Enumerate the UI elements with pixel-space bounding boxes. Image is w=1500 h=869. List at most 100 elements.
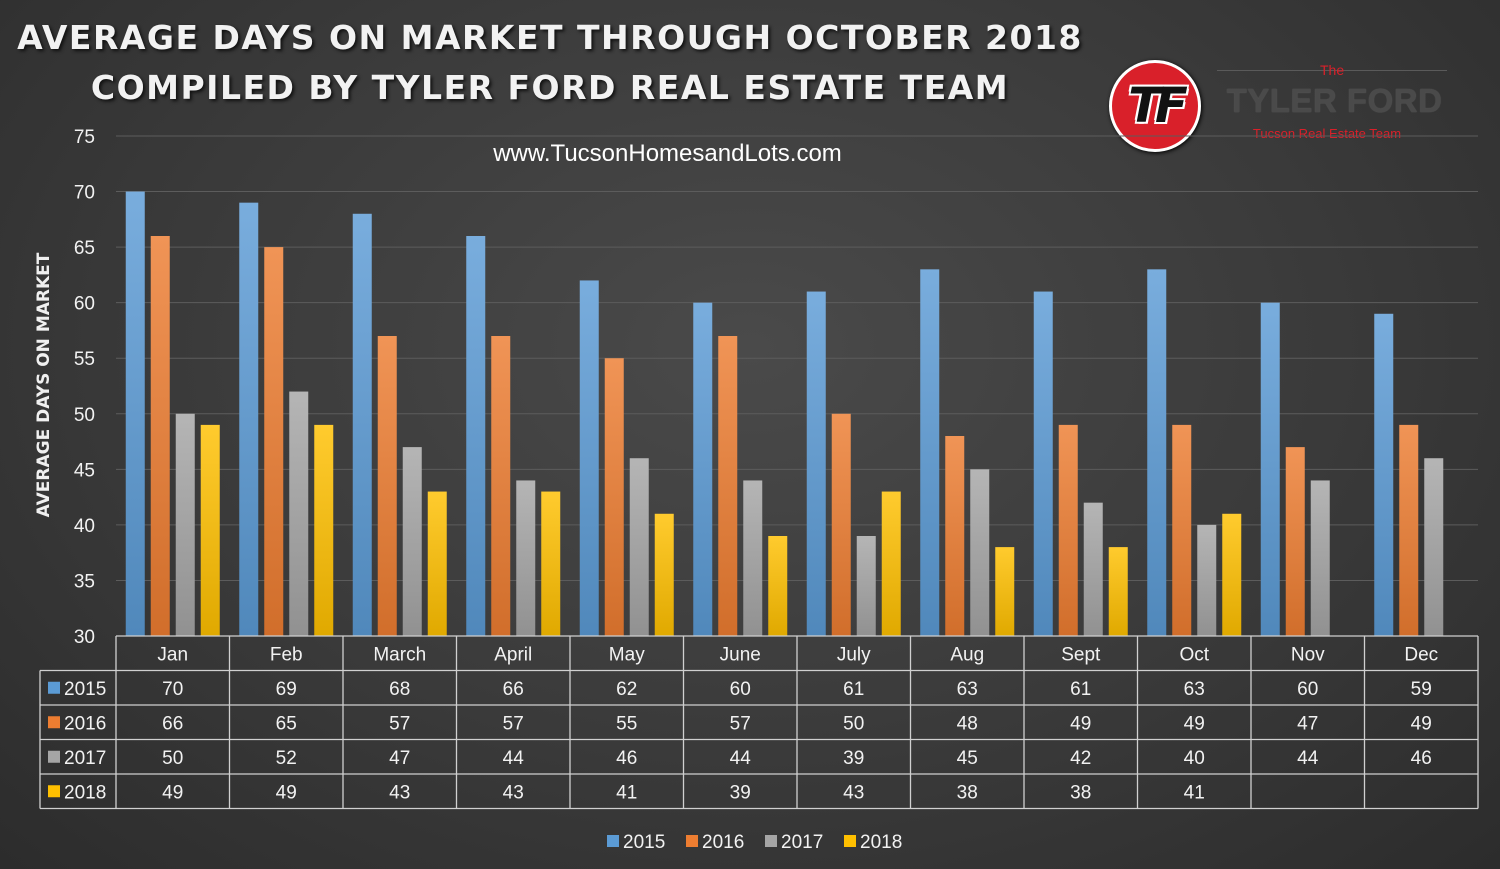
bar-2016-march [377,336,397,636]
bar-2015-july [806,291,826,636]
bar-2017-may [629,458,649,636]
bar-2017-june [743,480,763,636]
table-series-label: 2018 [64,782,106,803]
table-cell: 39 [843,748,864,769]
legend-label: 2017 [781,832,823,853]
bar-2017-march [402,447,422,636]
logo-circle [1109,60,1201,152]
table-cell: 44 [730,748,752,769]
y-tick-label: 45 [74,460,95,481]
table-series-swatch [48,716,60,729]
y-tick-label: 30 [74,627,95,648]
x-tick-label: Sept [1061,644,1101,665]
bar-2015-march [352,213,372,636]
bar-2018-oct [1222,513,1242,636]
table-cell: 70 [162,679,183,700]
legend-swatch [607,835,619,847]
chart-title-line1: AVERAGE DAYS ON MARKET THROUGH OCTOBER 2… [17,18,1083,57]
y-tick-label: 75 [74,127,95,148]
table-cell: 45 [957,748,978,769]
x-tick-label: Feb [270,644,303,665]
bar-2017-jan [175,413,195,636]
logo-divider [1217,70,1447,71]
y-tick-label: 60 [74,294,95,315]
y-axis-ticks: 30 35 40 45 50 55 60 65 70 75 [74,127,95,648]
table-cell: 46 [616,748,637,769]
table-cell: 50 [843,713,864,734]
bar-2018-jan [200,424,220,636]
gridlines [116,135,1478,581]
table-cell: 46 [1411,748,1432,769]
bar-2016-july [831,413,851,636]
bar-2017-july [856,536,876,636]
legend-swatch [765,835,777,847]
bar-2018-may [654,513,674,636]
logo-name: TYLER FORD [1226,82,1443,119]
logo-tagline: Tucson Real Estate Team [1252,126,1402,141]
table-cell: 69 [276,679,297,700]
x-tick-label: July [837,644,871,665]
legend-swatch [844,835,856,847]
table-cell: 40 [1184,748,1205,769]
bar-2015-feb [239,202,259,636]
table-cell: 62 [616,679,637,700]
website-url: www.TucsonHomesandLots.com [493,140,842,167]
bar-2017-feb [289,391,309,636]
table-cell: 68 [389,679,410,700]
table-cell: 57 [389,713,410,734]
y-tick-label: 65 [74,238,95,259]
table-cell: 61 [1070,679,1091,700]
bar-2017-aug [970,469,990,636]
table-cell: 52 [276,748,297,769]
table-cell: 60 [1297,679,1318,700]
x-tick-label: Jan [157,644,188,665]
bar-2015-oct [1147,269,1167,636]
table-cell: 47 [1297,713,1318,734]
bar-2016-feb [264,247,284,636]
table-cell: 43 [843,782,864,803]
table-cell: 41 [1184,782,1205,803]
chart-title-line2: COMPILED BY TYLER FORD REAL ESTATE TEAM [90,68,1010,107]
x-tick-label: Aug [950,644,984,665]
y-tick-label: 40 [74,516,95,537]
table-cell: 42 [1070,748,1091,769]
bar-2015-april [466,236,486,636]
bar-2018-april [541,491,561,636]
table-cell: 49 [162,782,183,803]
table-cell: 60 [730,679,751,700]
x-tick-label: May [609,644,645,665]
table-cell: 50 [162,748,183,769]
data-table: Jan Feb March April May June July Aug Sept Oct Nov… [39,635,1479,810]
table-cell: 38 [1070,782,1091,803]
table-cell: 44 [503,748,525,769]
table-series-swatch [48,681,60,694]
table-cell: 43 [503,782,524,803]
table-series-label: 2017 [64,748,106,769]
bar-2016-jan [150,236,170,636]
bar-2016-june [718,336,738,636]
table-cell: 44 [1297,748,1319,769]
table-cell: 63 [957,679,978,700]
bar-2015-nov [1260,302,1280,636]
bar-2018-july [881,491,901,636]
bars [125,191,1444,637]
legend-label: 2015 [623,832,665,853]
bar-2015-may [579,280,599,636]
table-cell: 48 [957,713,978,734]
table-cell: 55 [616,713,637,734]
bar-2015-jan [125,191,145,637]
x-tick-label: Oct [1179,644,1209,665]
bar-2016-nov [1285,447,1305,636]
table-cell: 49 [276,782,297,803]
legend-label: 2018 [860,832,902,853]
table-cell: 61 [843,679,864,700]
table-series-label: 2015 [64,679,106,700]
bar-2015-aug [920,269,940,636]
y-tick-label: 55 [74,349,95,370]
bar-2016-may [604,358,624,636]
legend-swatch [686,835,698,847]
bar-2018-aug [995,547,1015,636]
y-tick-label: 50 [74,405,95,426]
bar-2017-dec [1424,458,1444,636]
